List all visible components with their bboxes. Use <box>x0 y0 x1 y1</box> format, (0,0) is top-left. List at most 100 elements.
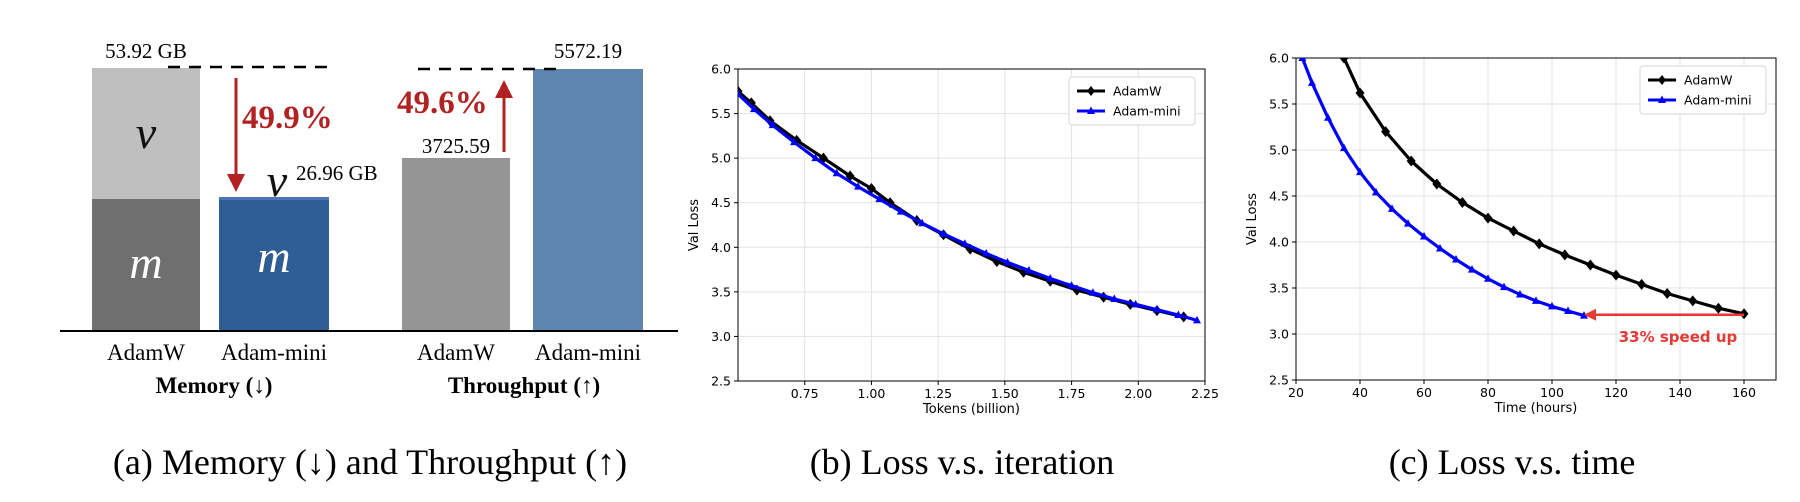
legend-marker-adam-mini <box>1658 95 1666 103</box>
bar-memory-adammini-v <box>219 197 329 200</box>
point-adam-mini <box>1532 296 1540 304</box>
point-adam-mini <box>1500 282 1508 291</box>
point-adamw <box>1406 155 1416 167</box>
point-adam-mini <box>1580 311 1588 319</box>
point-adam-mini <box>1420 231 1428 240</box>
plot-area <box>738 85 1201 324</box>
y-tick-label: 4.5 <box>1269 189 1289 204</box>
panel-loss-vs-time: 20 40 60 80 100 120 140 160 2.5 3.0 3.5 4.0 4.5 5.0 5.… <box>1245 51 1777 416</box>
point-adamw <box>1637 278 1647 290</box>
y-tick-label: 3.0 <box>711 329 731 344</box>
x-tick-label: 80 <box>1480 385 1496 400</box>
value-label-throughput-adammini: 5572.19 <box>554 39 622 63</box>
point-adam-mini <box>832 168 841 177</box>
value-label-throughput-adamw: 3725.59 <box>422 134 490 158</box>
point-adam-mini <box>939 229 948 237</box>
point-adamw <box>1560 249 1570 261</box>
point-adam-mini <box>811 153 820 162</box>
point-adam-mini <box>738 89 742 97</box>
point-adam-mini <box>960 239 969 247</box>
point-adam-mini <box>1388 204 1396 212</box>
category-label-throughput-adamw: AdamW <box>417 340 495 365</box>
x-tick-label: 140 <box>1668 385 1692 400</box>
point-adam-mini <box>1356 167 1364 176</box>
x-tick-label: 160 <box>1732 385 1756 400</box>
point-adamw <box>1339 58 1349 64</box>
point-adam-mini <box>1024 265 1033 274</box>
stack-label-adammini-m: m <box>257 231 290 282</box>
x-tick-label: 120 <box>1604 385 1628 400</box>
axes-frame <box>737 68 1206 382</box>
bar-memory-adamw-m <box>92 199 200 331</box>
panel-loss-vs-iteration: 0.75 1.00 1.25 1.50 1.75 2.00 2.25 2.5 3.0 3.5 4.0… <box>687 62 1219 418</box>
value-label-memory-adammini: 26.96 GB <box>296 161 378 185</box>
throughput-gain-label: 49.6% <box>397 85 488 121</box>
legend: AdamW Adam-mini <box>1639 65 1767 115</box>
y-tick-label: 3.0 <box>1269 327 1289 342</box>
plot-area <box>1298 58 1749 320</box>
caption-c: (c) Loss v.s. time <box>1389 442 1636 482</box>
x-tick-label: 100 <box>1540 385 1564 400</box>
point-adam-mini <box>1308 78 1316 86</box>
point-adamw <box>1432 178 1442 190</box>
point-adam-mini <box>1564 306 1572 314</box>
caption-b: (b) Loss v.s. iteration <box>810 442 1115 482</box>
x-tick-label: 1.50 <box>991 386 1019 401</box>
point-adamw <box>1355 87 1365 99</box>
point-adam-mini <box>1131 299 1140 308</box>
point-adam-mini <box>1046 273 1055 282</box>
y-tick-label: 5.0 <box>1269 143 1289 158</box>
point-adam-mini <box>1067 281 1076 289</box>
x-tick-label: 2.00 <box>1124 386 1152 401</box>
value-label-memory-adamw: 53.92 GB <box>105 39 187 63</box>
point-adam-mini <box>1298 58 1307 61</box>
y-tick-label: 3.5 <box>1269 281 1289 296</box>
point-adamw <box>1381 126 1391 138</box>
point-adam-mini <box>1340 143 1348 152</box>
stack-label-adamw-m: m <box>129 237 162 288</box>
point-adamw <box>1688 295 1698 307</box>
y-tick-label: 3.5 <box>711 284 731 299</box>
legend-label-adamw: AdamW <box>1113 84 1161 99</box>
point-adam-mini <box>1516 289 1524 298</box>
series-line-adam-mini <box>738 92 1198 322</box>
point-adam-mini <box>1452 254 1460 263</box>
x-tick-label: 40 <box>1352 385 1368 400</box>
legend-marker-adamw <box>1658 75 1666 85</box>
point-adam-mini <box>1436 243 1444 252</box>
point-adam-mini <box>750 104 759 113</box>
point-adamw <box>1585 259 1595 271</box>
stack-label-adamw-v: v <box>136 107 157 158</box>
point-adam-mini <box>918 218 927 227</box>
bar-throughput-adamw <box>402 158 510 331</box>
category-label-memory-adammini: Adam-mini <box>221 340 327 365</box>
x-tick-label: 1.75 <box>1058 386 1086 401</box>
x-axis-label: Tokens (billion) <box>922 402 1020 417</box>
x-tick-label: 2.25 <box>1191 386 1219 401</box>
point-adam-mini <box>1372 187 1380 196</box>
bar-memory-adammini-m <box>219 199 329 331</box>
point-adamw <box>1483 212 1493 224</box>
y-axis-label: Val Loss <box>687 199 702 251</box>
legend: AdamW Adam-mini <box>1068 76 1196 126</box>
point-adam-mini <box>982 249 991 257</box>
throughput-up-arrow-head <box>495 80 513 98</box>
memory-reduction-label: 49.9% <box>242 100 333 136</box>
x-tick-label: 0.75 <box>791 386 819 401</box>
group-label-memory: Memory (↓) <box>156 373 273 398</box>
stack-label-adammini-v: v <box>267 155 288 206</box>
point-adam-mini <box>790 137 799 146</box>
bar-throughput-adammini <box>533 69 643 331</box>
category-label-memory-adamw: AdamW <box>107 340 185 365</box>
legend-box <box>1639 65 1767 115</box>
legend-label-adam-mini: Adam-mini <box>1113 104 1181 119</box>
y-tick-label: 6.0 <box>711 62 731 77</box>
point-adamw <box>1611 269 1621 281</box>
y-tick-label: 2.5 <box>711 374 731 389</box>
point-adam-mini <box>1088 288 1097 296</box>
y-tick-label: 4.0 <box>1269 235 1289 250</box>
legend-marker-adam-mini <box>1087 106 1095 114</box>
y-tick-label: 5.5 <box>1269 97 1289 112</box>
point-adam-mini <box>875 194 884 203</box>
